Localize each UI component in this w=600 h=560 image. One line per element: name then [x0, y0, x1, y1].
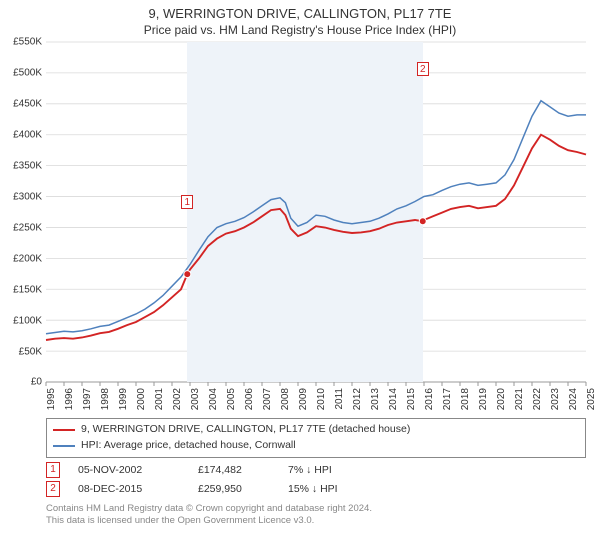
plot-area: £0£50K£100K£150K£200K£250K£300K£350K£400…	[46, 42, 586, 382]
event-marker-1: 1	[181, 195, 193, 209]
y-axis-label: £350K	[2, 161, 42, 172]
y-axis-label: £50K	[2, 346, 42, 357]
legend: 9, WERRINGTON DRIVE, CALLINGTON, PL17 7T…	[46, 418, 586, 458]
legend-swatch-hpi	[53, 445, 75, 447]
event-marker-2: 2	[417, 62, 429, 76]
sales-table: 1 05-NOV-2002 £174,482 7% ↓ HPI 2 08-DEC…	[46, 462, 586, 497]
sale-diff-1: 7% ↓ HPI	[288, 464, 332, 476]
sale-date-1: 05-NOV-2002	[78, 464, 198, 476]
y-axis-label: £450K	[2, 99, 42, 110]
sale-row-1: 1 05-NOV-2002 £174,482 7% ↓ HPI	[46, 462, 586, 478]
sale-date-2: 08-DEC-2015	[78, 483, 198, 495]
y-axis-label: £550K	[2, 37, 42, 48]
legend-label-subject: 9, WERRINGTON DRIVE, CALLINGTON, PL17 7T…	[81, 422, 410, 438]
legend-swatch-subject	[53, 429, 75, 431]
legend-label-hpi: HPI: Average price, detached house, Corn…	[81, 438, 296, 454]
address-title: 9, WERRINGTON DRIVE, CALLINGTON, PL17 7T…	[0, 6, 600, 23]
y-axis-label: £400K	[2, 130, 42, 141]
chart-subtitle: Price paid vs. HM Land Registry's House …	[0, 23, 600, 39]
chart-page: 9, WERRINGTON DRIVE, CALLINGTON, PL17 7T…	[0, 0, 600, 560]
sale-diff-2: 15% ↓ HPI	[288, 483, 338, 495]
y-axis-label: £300K	[2, 192, 42, 203]
y-axis-label: £150K	[2, 284, 42, 295]
sale-price-1: £174,482	[198, 464, 288, 476]
y-axis-label: £250K	[2, 222, 42, 233]
lines-svg	[46, 42, 586, 382]
y-axis-label: £100K	[2, 315, 42, 326]
footnote: Contains HM Land Registry data © Crown c…	[46, 503, 586, 528]
footnote-line-2: This data is licensed under the Open Gov…	[46, 515, 586, 527]
y-axis-label: £200K	[2, 253, 42, 264]
sale-marker-2: 2	[46, 481, 60, 497]
title-block: 9, WERRINGTON DRIVE, CALLINGTON, PL17 7T…	[0, 6, 600, 38]
sale-marker-1: 1	[46, 462, 60, 478]
legend-row-subject: 9, WERRINGTON DRIVE, CALLINGTON, PL17 7T…	[53, 422, 579, 438]
chart-area: £0£50K£100K£150K£200K£250K£300K£350K£400…	[46, 42, 586, 412]
sale-row-2: 2 08-DEC-2015 £259,950 15% ↓ HPI	[46, 481, 586, 497]
footnote-line-1: Contains HM Land Registry data © Crown c…	[46, 503, 586, 515]
y-axis-label: £500K	[2, 68, 42, 79]
sale-price-2: £259,950	[198, 483, 288, 495]
y-axis-label: £0	[2, 377, 42, 388]
legend-row-hpi: HPI: Average price, detached house, Corn…	[53, 438, 579, 454]
